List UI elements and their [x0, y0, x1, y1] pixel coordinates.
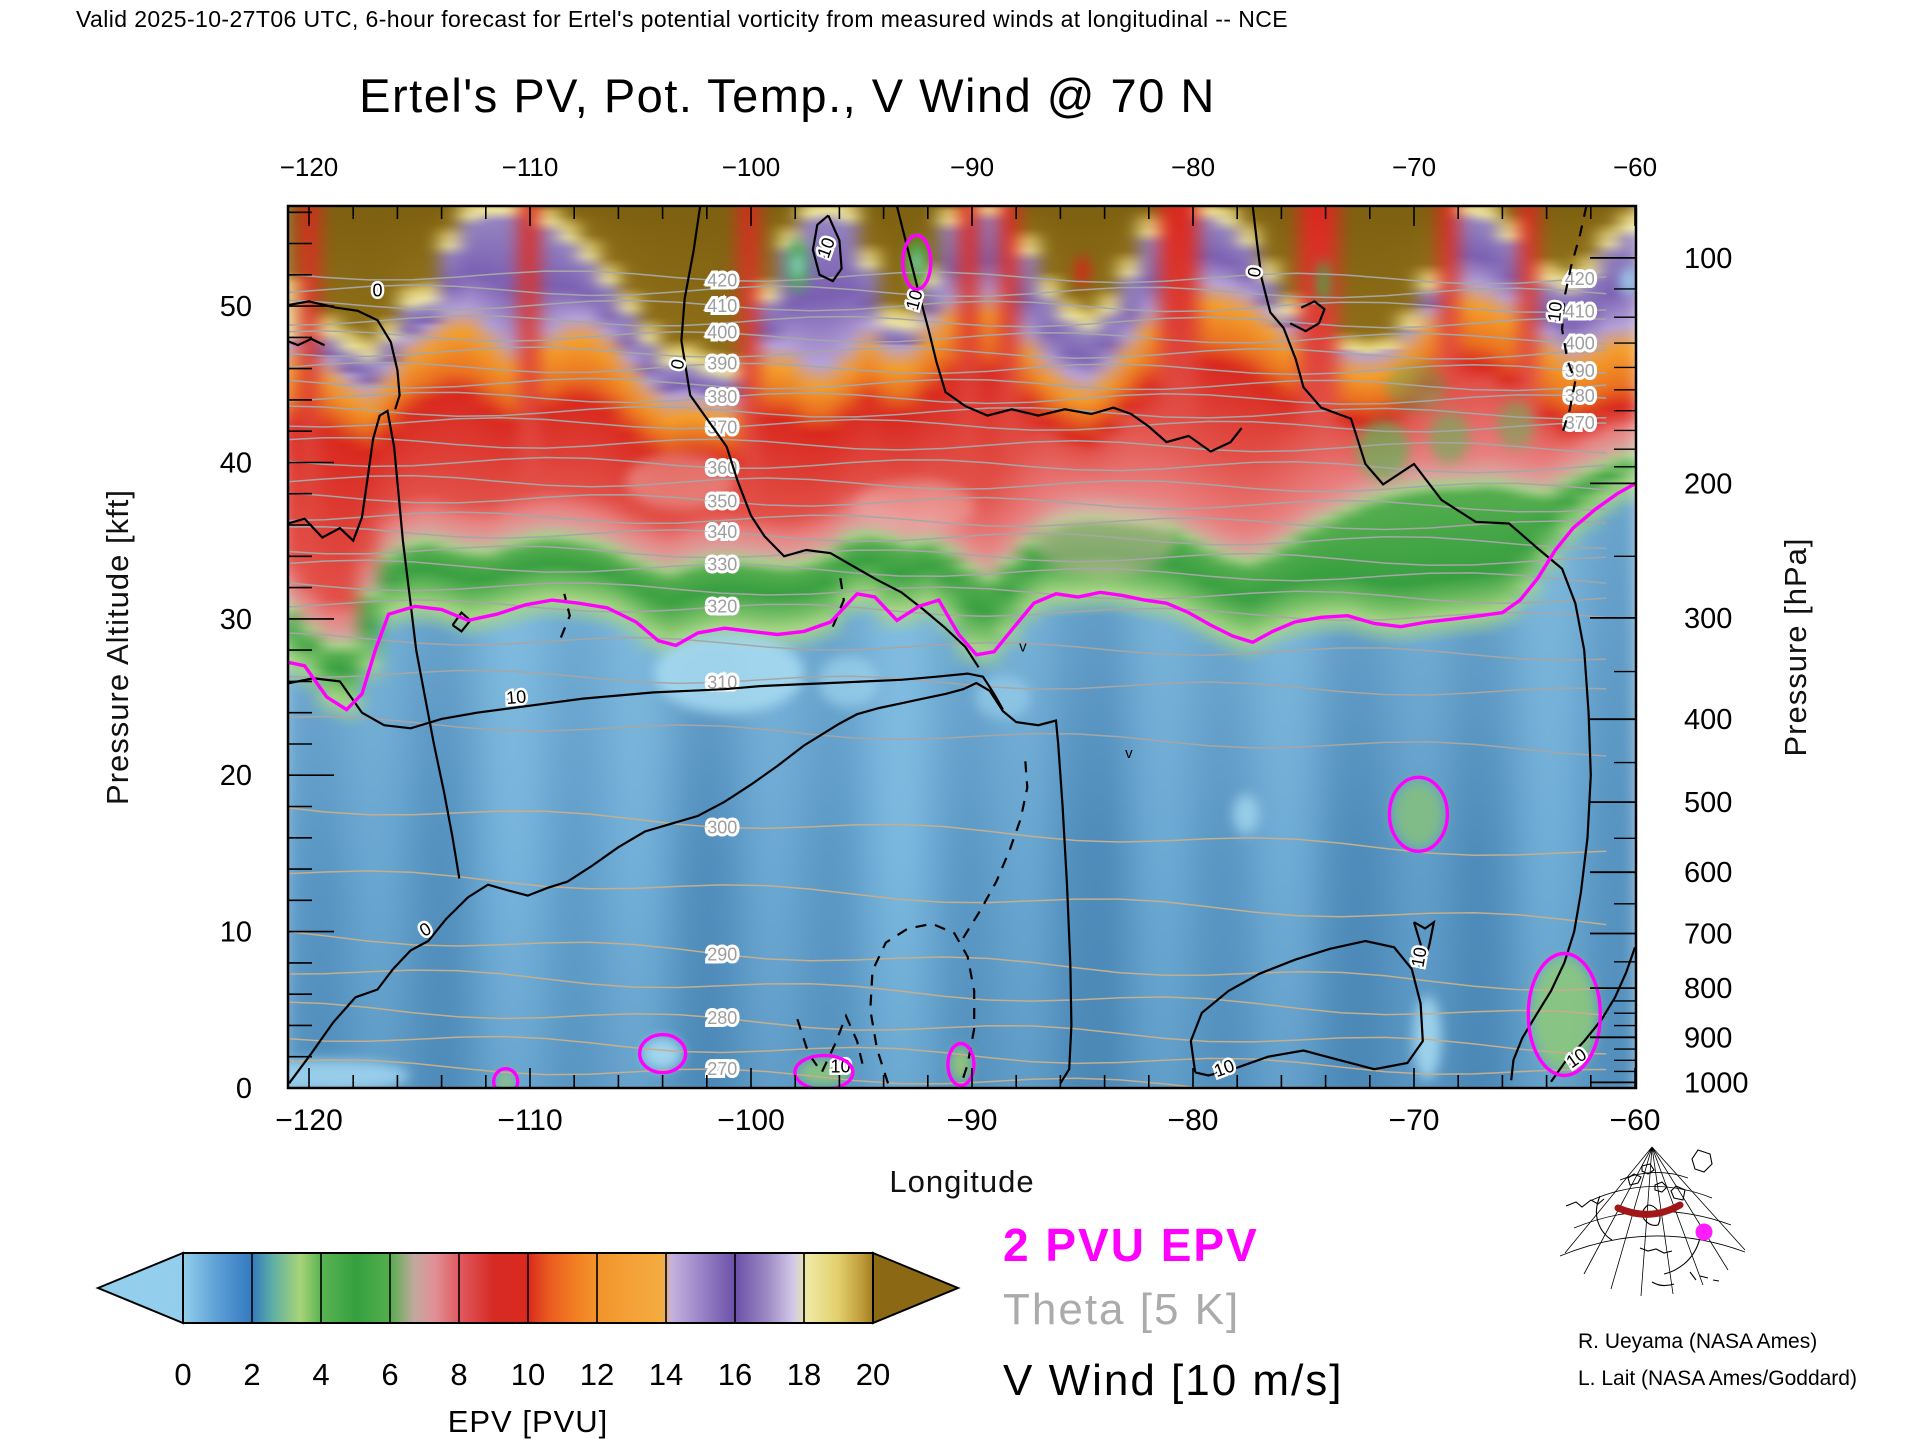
tick-labels: −120 −120 −110 −110 −100 −100 −90 −90 −80 −80 −70 −…	[220, 152, 1749, 1137]
colorbar-under-arrow	[95, 1251, 184, 1325]
theta-label: 390	[707, 353, 737, 373]
vwind-vmark: v	[1125, 745, 1133, 762]
theta-label: 300	[707, 818, 737, 838]
credit-line-1: R. Ueyama (NASA Ames)	[1578, 1330, 1818, 1353]
plot-title: Ertel's PV, Pot. Temp., V Wind @ 70 N	[359, 69, 1216, 122]
colorbar-over-arrow	[872, 1251, 961, 1325]
y-tick-hpa: 700	[1684, 918, 1732, 950]
theta-label: 370	[1565, 413, 1595, 433]
legend-theta: Theta [5 K]	[1003, 1285, 1241, 1334]
theta-label: 400	[707, 323, 737, 343]
axes	[286, 204, 1638, 1090]
theta-label: 330	[707, 554, 737, 574]
theta-label: 390	[1565, 361, 1595, 381]
theta-label: 290	[707, 945, 737, 965]
valid-time-header: Valid 2025-10-27T06 UTC, 6-hour forecast…	[76, 6, 1288, 32]
x-tick-bottom: −90	[947, 1104, 998, 1137]
colorbar: 0 2 4 6 8 10 12 14 16 18 20	[95, 1251, 961, 1392]
y-left-axis-title: Pressure Altitude [kft]	[100, 489, 135, 805]
x-tick-bottom: −80	[1168, 1104, 1219, 1137]
x-tick-bottom: −100	[717, 1104, 785, 1137]
credit-line-2: L. Lait (NASA Ames/Goddard)	[1578, 1367, 1857, 1390]
x-tick-top: −70	[1392, 152, 1436, 182]
vwind-label: 10	[505, 686, 527, 708]
theta-label: 280	[707, 1008, 737, 1028]
theta-label: 340	[707, 522, 737, 542]
colorbar-tick-label: 20	[856, 1357, 890, 1392]
theta-label: 380	[707, 387, 737, 407]
map-transect-arc	[1614, 1201, 1684, 1218]
theta-label: 420	[707, 271, 737, 291]
y-tick-hpa: 400	[1684, 704, 1732, 736]
colorbar-tick-label: 12	[580, 1357, 614, 1392]
vwind-label: 0	[372, 281, 382, 301]
theta-label: 370	[707, 418, 737, 438]
x-tick-top: −120	[280, 152, 339, 182]
colorbar-tick-label: 2	[243, 1357, 260, 1392]
map-inset	[1559, 1146, 1746, 1297]
colorbar-tick-label: 0	[174, 1357, 191, 1392]
x-tick-bottom: −120	[275, 1104, 343, 1137]
theta-contours	[288, 270, 1607, 1088]
y-tick-kft: 30	[220, 604, 252, 636]
x-tick-bottom: −70	[1389, 1104, 1440, 1137]
epv-field	[288, 206, 1636, 1088]
y-tick-kft: 40	[220, 447, 252, 479]
colorbar-tick-label: 10	[511, 1357, 545, 1392]
theta-label: 350	[707, 492, 737, 512]
y-tick-kft: 10	[220, 917, 252, 949]
map-location-dot	[1695, 1223, 1713, 1241]
y-tick-hpa: 1000	[1684, 1067, 1749, 1099]
y-tick-kft: 0	[236, 1073, 252, 1105]
theta-label: 420	[1565, 269, 1595, 289]
y-tick-hpa: 200	[1684, 468, 1732, 500]
x-tick-top: −80	[1171, 152, 1215, 182]
x-tick-bottom: −60	[1610, 1104, 1661, 1137]
theta-label: 410	[1565, 301, 1595, 321]
vwind-label: 10	[1408, 946, 1431, 969]
x-tick-top: −100	[722, 152, 781, 182]
legend-pv-contour: 2 PVU EPV	[1003, 1219, 1259, 1271]
y-tick-hpa: 100	[1684, 243, 1732, 275]
y-tick-hpa: 900	[1684, 1022, 1732, 1054]
legend-vwind: V Wind [10 m/s]	[1003, 1356, 1344, 1405]
theta-label: 400	[1565, 333, 1595, 353]
vwind-contours: vv	[288, 206, 1636, 1086]
colorbar-tick-label: 4	[312, 1357, 329, 1392]
y-tick-hpa: 500	[1684, 787, 1732, 819]
y-tick-hpa: 600	[1684, 857, 1732, 889]
colorbar-tick-label: 18	[787, 1357, 821, 1392]
vwind-label: 10	[1544, 301, 1566, 323]
vwind-vmark: v	[1019, 639, 1027, 656]
colorbar-tick-label: 14	[649, 1357, 683, 1392]
colorbar-tick-label: 8	[450, 1357, 467, 1392]
y-tick-kft: 20	[220, 760, 252, 792]
y-tick-hpa: 300	[1684, 603, 1732, 635]
pv2-contour	[288, 233, 1636, 1088]
y-right-axis-title: Pressure [hPa]	[1778, 537, 1813, 756]
x-tick-top: −90	[950, 152, 994, 182]
x-tick-top: −110	[502, 152, 559, 182]
theta-label: 410	[707, 296, 737, 316]
x-axis-title: Longitude	[889, 1164, 1034, 1199]
theta-label: 320	[707, 597, 737, 617]
x-tick-top: −60	[1613, 152, 1657, 182]
y-tick-kft: 50	[220, 291, 252, 323]
theta-label: 380	[1565, 386, 1595, 406]
colorbar-tick-label: 6	[381, 1357, 398, 1392]
theta-label: 270	[707, 1059, 737, 1079]
y-tick-hpa: 800	[1684, 973, 1732, 1005]
map-coastlines	[1565, 1149, 1720, 1287]
colorbar-title: EPV [PVU]	[447, 1404, 609, 1439]
colorbar-tick-label: 16	[718, 1357, 752, 1392]
x-tick-bottom: −110	[497, 1104, 562, 1137]
theta-label: 310	[707, 672, 737, 692]
map-graticule	[1559, 1146, 1746, 1297]
